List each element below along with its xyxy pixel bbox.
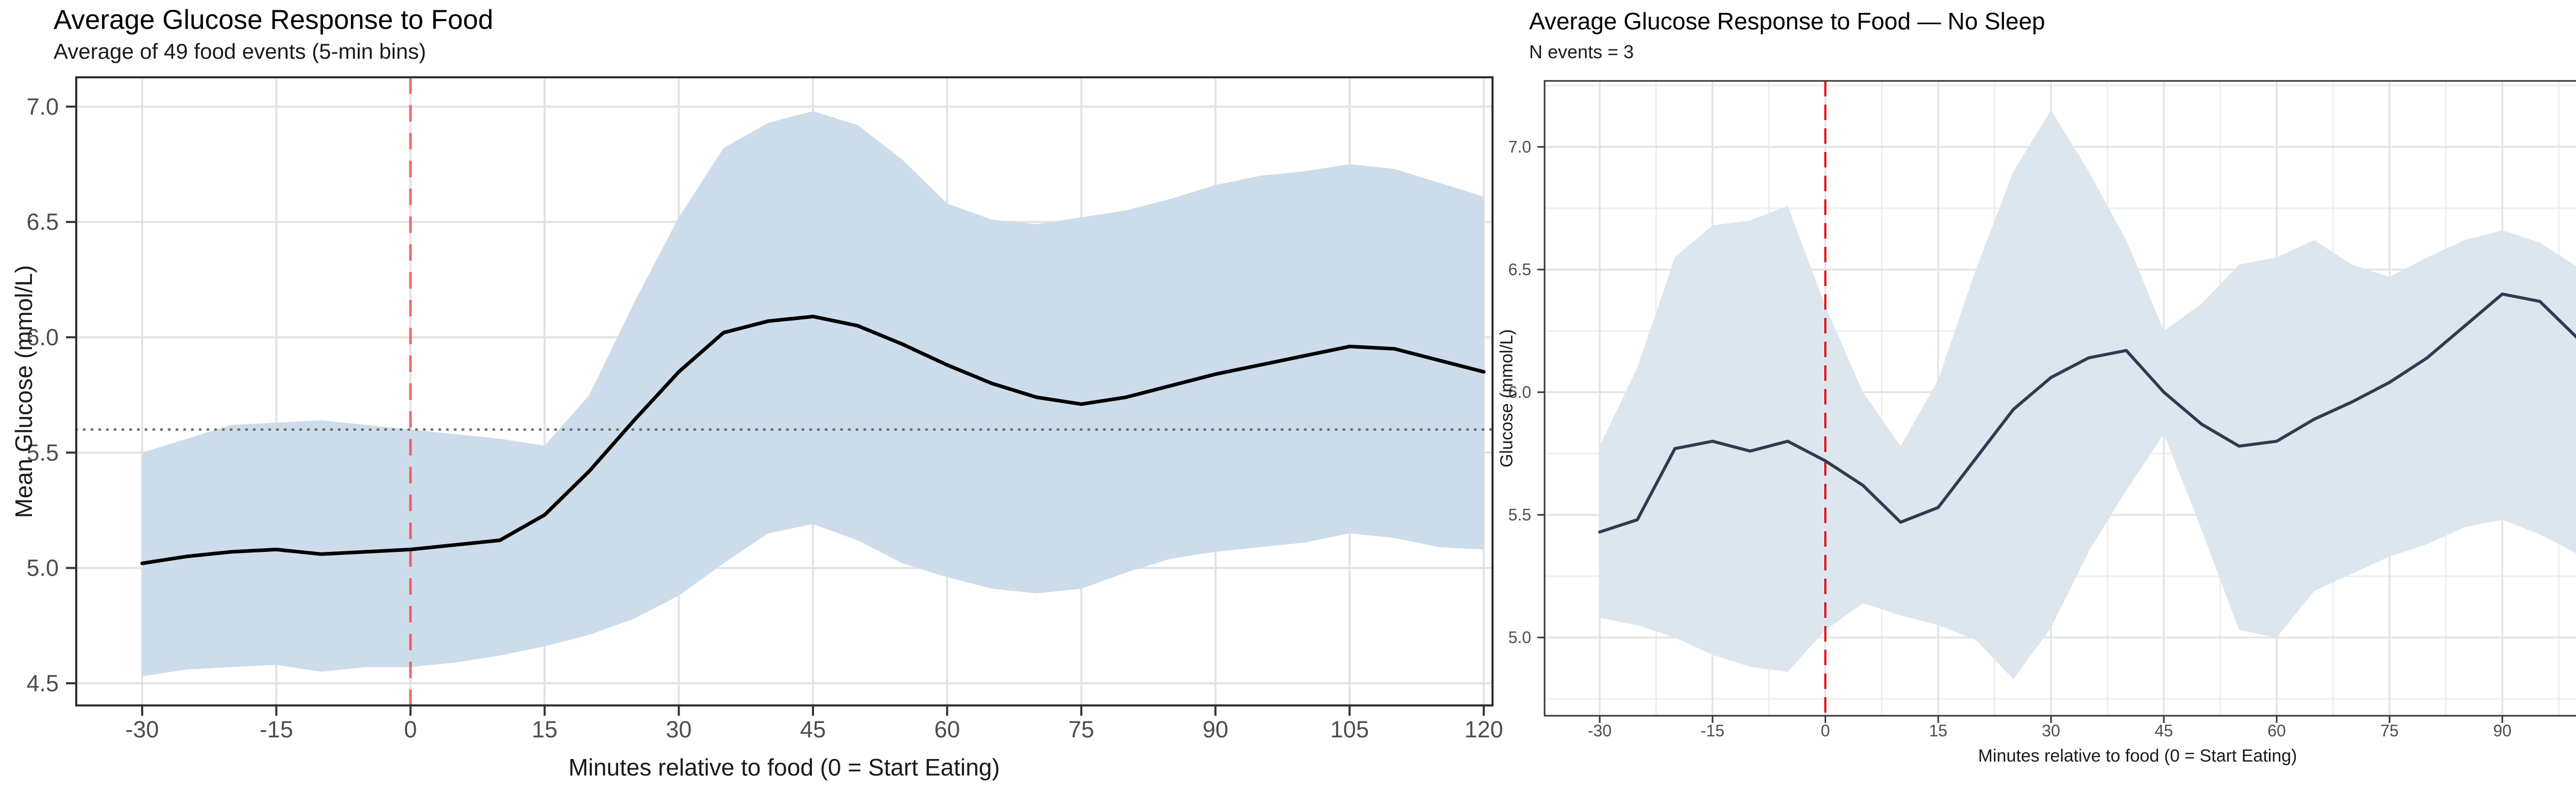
x-tick-label: 75: [2380, 721, 2399, 740]
x-tick-label: 75: [1069, 716, 1094, 743]
right-chart-x-axis-title: Minutes relative to food (0 = Start Eati…: [1978, 746, 2297, 766]
glucose-line: [1598, 292, 2576, 534]
x-tick-label: -15: [260, 716, 293, 743]
left-chart-title: Average Glucose Response to Food: [54, 5, 494, 35]
ci-ribbon: [1600, 110, 2576, 680]
y-tick-label: 6.5: [26, 209, 59, 235]
x-tick-label: 0: [404, 716, 417, 743]
x-tick-label: 30: [2042, 721, 2060, 740]
x-tick-label: 15: [532, 716, 557, 743]
x-tick-label: 15: [1929, 721, 1947, 740]
y-tick-label: 6.5: [1509, 260, 1531, 279]
x-tick-label: 60: [934, 716, 960, 743]
x-tick-label: 60: [2267, 721, 2286, 740]
x-tick-label: 0: [1821, 721, 1830, 740]
right-chart-subtitle: N events = 3: [1529, 41, 1634, 62]
x-tick-label: -30: [1588, 721, 1612, 740]
x-tick-label: 45: [2155, 721, 2173, 740]
x-tick-label: 30: [666, 716, 692, 743]
left-chart-subtitle: Average of 49 food events (5-min bins): [54, 39, 426, 63]
y-tick-label: 6.0: [26, 324, 59, 350]
x-tick-label: -30: [125, 716, 159, 743]
panel-border: [1544, 80, 2576, 717]
right-chart-y-axis-title: Glucose (mmol/L): [1497, 329, 1517, 468]
y-tick-label: 5.5: [26, 440, 59, 466]
panel-border: [75, 76, 1494, 706]
ci-ribbon: [142, 111, 1484, 677]
y-tick-label: 7.0: [26, 93, 59, 120]
y-tick-label: 5.5: [1509, 505, 1531, 524]
x-tick-label: -15: [1701, 721, 1724, 740]
glucose-line: [140, 314, 1486, 565]
left-chart-x-axis-title: Minutes relative to food (0 = Start Eati…: [568, 754, 1000, 781]
y-tick-label: 4.5: [26, 670, 59, 697]
y-tick-label: 7.0: [1509, 138, 1531, 156]
x-tick-label: 120: [1464, 716, 1503, 743]
x-tick-label: 45: [800, 716, 826, 743]
y-tick-label: 6.0: [1509, 383, 1531, 401]
y-tick-label: 5.0: [1509, 628, 1531, 647]
x-tick-label: 90: [1202, 716, 1228, 743]
x-tick-label: 105: [1330, 716, 1369, 743]
y-tick-label: 5.0: [26, 555, 59, 581]
x-tick-label: 90: [2493, 721, 2512, 740]
right-chart-title: Average Glucose Response to Food — No Sl…: [1529, 8, 2045, 35]
